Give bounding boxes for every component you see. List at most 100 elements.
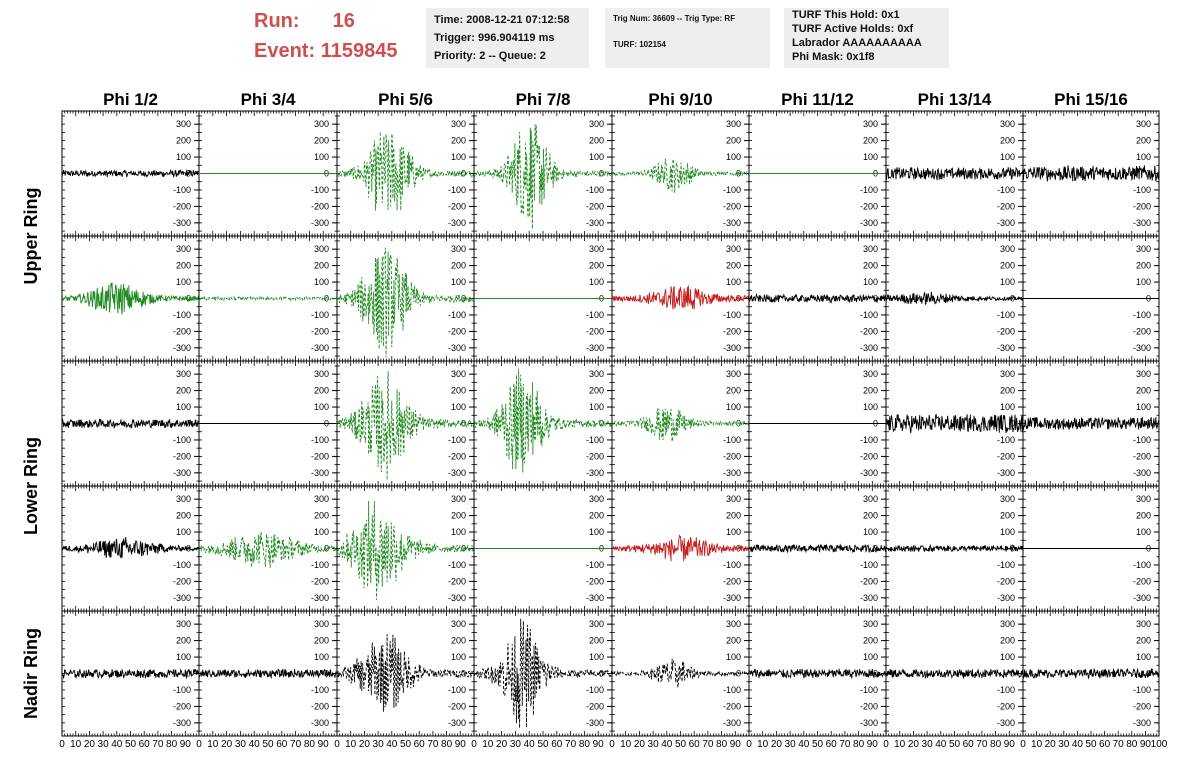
- y-tick-label: -200: [448, 576, 466, 586]
- y-tick-label: -100: [723, 435, 741, 445]
- y-tick-label: 200: [451, 136, 466, 146]
- y-tick-label: -200: [1133, 201, 1151, 211]
- y-tick-label: 200: [314, 511, 329, 521]
- y-tick-label: 100: [589, 277, 604, 287]
- column-header: Phi 5/6: [378, 90, 433, 109]
- y-tick-label: 100: [1136, 402, 1151, 412]
- y-tick-label: 200: [726, 261, 741, 271]
- y-tick-label: 100: [314, 402, 329, 412]
- y-tick-label: -200: [173, 701, 191, 711]
- y-tick-label: -100: [860, 185, 878, 195]
- column-header: Phi 11/12: [781, 90, 854, 109]
- y-tick-label: -100: [173, 310, 191, 320]
- y-tick-label: 300: [1136, 119, 1151, 129]
- y-tick-label: 100: [314, 277, 329, 287]
- waveform-trace: [336, 500, 475, 600]
- y-tick-label: -300: [997, 343, 1015, 353]
- row-group-label: Lower Ring: [21, 437, 41, 535]
- row-group-label: Nadir Ring: [21, 628, 41, 719]
- y-tick-label: 300: [1136, 369, 1151, 379]
- y-tick-label: -100: [311, 685, 329, 695]
- waveform-trace: [61, 668, 200, 680]
- waveform-trace: [336, 371, 475, 481]
- y-tick-label: -200: [997, 201, 1015, 211]
- run-value: 16: [332, 10, 355, 32]
- event-value: 1159845: [320, 40, 398, 62]
- run-label: Run:: [254, 10, 300, 32]
- y-tick-label: -300: [173, 593, 191, 603]
- y-tick-label: 100: [589, 402, 604, 412]
- y-tick-label: 300: [314, 619, 329, 629]
- y-tick-label: -100: [586, 560, 604, 570]
- y-tick-label: -300: [723, 593, 741, 603]
- y-tick-label: 200: [1136, 261, 1151, 271]
- y-tick-label: -100: [997, 185, 1015, 195]
- y-tick-label: 300: [451, 369, 466, 379]
- y-tick-label: 100: [1000, 402, 1015, 412]
- y-tick-label: -100: [1133, 310, 1151, 320]
- y-tick-label: 300: [314, 369, 329, 379]
- y-tick-label: 100: [1136, 527, 1151, 537]
- column-header: Phi 7/8: [516, 90, 571, 109]
- y-tick-label: -100: [311, 560, 329, 570]
- y-tick-label: -100: [311, 435, 329, 445]
- event-line: Event: 1159845: [254, 40, 397, 63]
- y-tick-label: 200: [589, 511, 604, 521]
- y-tick-label: -200: [311, 701, 329, 711]
- y-tick-label: 200: [1000, 136, 1015, 146]
- y-tick-label: 100: [863, 402, 878, 412]
- y-tick-label: 300: [176, 619, 191, 629]
- y-tick-label: 100: [451, 402, 466, 412]
- y-tick-label: 100: [314, 527, 329, 537]
- y-tick-label: -200: [723, 576, 741, 586]
- y-tick-label: 300: [726, 244, 741, 254]
- phi-mask-text: Phi Mask: 0x1f8: [792, 51, 875, 63]
- y-tick-label: 100: [176, 652, 191, 662]
- y-tick-label: 300: [589, 244, 604, 254]
- y-tick-label: 300: [1136, 494, 1151, 504]
- y-tick-label: -200: [173, 451, 191, 461]
- y-tick-label: 100: [589, 152, 604, 162]
- y-tick-label: -200: [173, 326, 191, 336]
- y-tick-label: -100: [1133, 185, 1151, 195]
- y-tick-label: 200: [1136, 136, 1151, 146]
- y-tick-label: -300: [586, 593, 604, 603]
- y-tick-label: 300: [176, 369, 191, 379]
- y-tick-label: -300: [1133, 218, 1151, 228]
- waveform-trace: [1022, 417, 1160, 431]
- y-tick-label: 200: [1000, 511, 1015, 521]
- y-tick-label: -300: [311, 343, 329, 353]
- y-tick-label: 100: [176, 277, 191, 287]
- column-header: Phi 15/16: [1054, 90, 1128, 109]
- y-tick-label: -300: [723, 218, 741, 228]
- y-tick-label: 300: [314, 119, 329, 129]
- y-tick-label: 100: [863, 277, 878, 287]
- y-tick-label: 200: [1136, 511, 1151, 521]
- y-tick-label: -100: [586, 310, 604, 320]
- y-tick-label: 0: [873, 294, 878, 304]
- y-tick-label: 200: [314, 386, 329, 396]
- turf-info-box: TURF This Hold: 0x1 TURF Active Holds: 0…: [784, 8, 949, 68]
- y-tick-label: 200: [314, 636, 329, 646]
- waveform-trace: [611, 285, 750, 310]
- trig-num-text: Trig Num: 36609 -- Trig Type: RF: [613, 14, 736, 23]
- y-tick-label: -300: [1133, 468, 1151, 478]
- waveform-trace: [198, 531, 338, 568]
- y-tick-label: 100: [1136, 152, 1151, 162]
- waveform-trace: [611, 408, 750, 443]
- time-text: Time: 2008-12-21 07:12:58: [434, 14, 570, 26]
- y-tick-label: 200: [176, 386, 191, 396]
- event-label: Event:: [254, 40, 316, 62]
- y-tick-label: -200: [448, 201, 466, 211]
- y-tick-label: -200: [586, 576, 604, 586]
- y-tick-label: 200: [863, 261, 878, 271]
- y-tick-label: 300: [1000, 494, 1015, 504]
- y-tick-label: -300: [173, 218, 191, 228]
- run-event-box: Run: 16 Event: 1159845: [248, 8, 418, 68]
- y-tick-label: -100: [997, 435, 1015, 445]
- waveform-trace: [885, 291, 1024, 305]
- column-header: Phi 13/14: [918, 90, 992, 109]
- y-tick-label: 100: [1000, 277, 1015, 287]
- y-tick-label: -300: [723, 468, 741, 478]
